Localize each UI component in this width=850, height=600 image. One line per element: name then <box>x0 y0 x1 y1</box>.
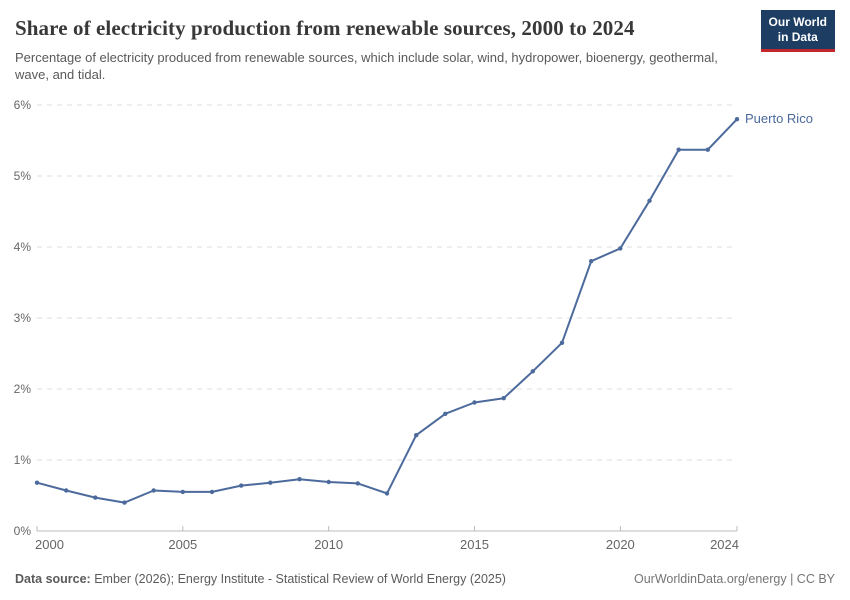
data-source-text: Ember (2026); Energy Institute - Statist… <box>90 572 506 586</box>
x-tick-label: 2015 <box>460 537 489 552</box>
page-title: Share of electricity production from ren… <box>15 16 635 40</box>
data-point-2024[interactable] <box>734 117 740 122</box>
data-point-2016[interactable] <box>501 396 506 401</box>
data-point-2015[interactable] <box>472 400 477 405</box>
x-tick-label: 2000 <box>35 537 64 552</box>
data-point-2003[interactable] <box>122 500 127 505</box>
chart-header: Share of electricity production from ren… <box>15 16 750 83</box>
owid-logo-line1: Our World <box>768 15 827 29</box>
series-line[interactable] <box>36 118 738 504</box>
entity-label[interactable]: Puerto Rico <box>745 111 813 126</box>
data-point-2005[interactable] <box>180 489 185 495</box>
y-tick-label: 3% <box>14 311 32 325</box>
data-point-2019[interactable] <box>589 259 594 264</box>
y-tick-label: 4% <box>14 240 32 254</box>
x-tick-label: 2005 <box>168 537 197 552</box>
data-point-2002[interactable] <box>93 495 98 500</box>
data-source-label: Data source: <box>15 572 91 586</box>
line-chart[interactable]: 0% 1% 2% 3% 4% 5% 6% 2000 2005 2010 2015 2020 2024 Pu… <box>0 95 850 565</box>
x-tick-label: 2024 <box>710 537 739 552</box>
y-tick-label: 6% <box>14 98 32 112</box>
data-point-2018[interactable] <box>559 340 565 345</box>
data-point-2023[interactable] <box>705 147 710 152</box>
data-point-2011[interactable] <box>355 481 360 486</box>
data-point-2022[interactable] <box>676 147 681 152</box>
chart-subtitle: Percentage of electricity produced from … <box>15 50 718 82</box>
data-source: Data source: Ember (2026); Energy Instit… <box>15 572 506 586</box>
y-tick-label: 5% <box>14 169 32 183</box>
data-point-2008[interactable] <box>268 480 273 485</box>
data-point-2009[interactable] <box>297 477 302 482</box>
data-point-2021[interactable] <box>647 198 652 203</box>
data-point-2007[interactable] <box>239 483 244 488</box>
data-point-2017[interactable] <box>530 369 535 374</box>
x-tick-label: 2010 <box>314 537 343 552</box>
y-tick-label: 0% <box>14 524 32 538</box>
data-point-2013[interactable] <box>414 433 419 438</box>
y-tick-label: 1% <box>14 453 32 467</box>
data-point-2000[interactable] <box>34 480 40 485</box>
data-point-2006[interactable] <box>209 489 215 495</box>
data-point-2010[interactable] <box>326 479 331 485</box>
owid-logo: Our World in Data <box>760 10 835 52</box>
credit-link[interactable]: OurWorldinData.org/energy | CC BY <box>633 572 835 586</box>
x-tick-label: 2020 <box>606 537 635 552</box>
data-point-2004[interactable] <box>151 488 156 493</box>
y-tick-label: 2% <box>14 382 32 396</box>
owid-logo-line2: in Data <box>777 30 818 44</box>
data-point-2020[interactable] <box>618 246 623 251</box>
data-point-2014[interactable] <box>443 411 448 416</box>
data-point-2001[interactable] <box>63 488 69 493</box>
chart-footer: Data source: Ember (2026); Energy Instit… <box>15 572 835 586</box>
data-point-2012[interactable] <box>384 491 390 496</box>
